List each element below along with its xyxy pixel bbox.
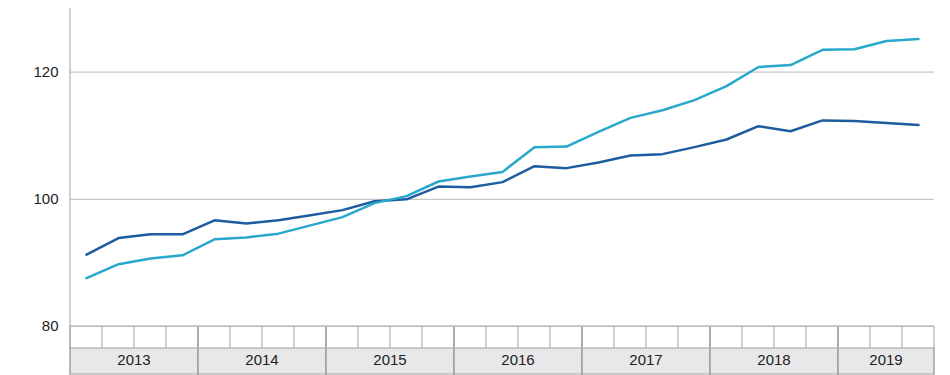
svg-text:2014: 2014 xyxy=(245,351,278,368)
svg-text:120: 120 xyxy=(33,63,58,80)
svg-text:80: 80 xyxy=(42,317,59,334)
svg-text:2016: 2016 xyxy=(501,351,534,368)
svg-text:2015: 2015 xyxy=(373,351,406,368)
svg-text:2018: 2018 xyxy=(757,351,790,368)
svg-text:2019: 2019 xyxy=(869,351,902,368)
svg-text:100: 100 xyxy=(33,190,58,207)
svg-text:2017: 2017 xyxy=(629,351,662,368)
svg-text:2013: 2013 xyxy=(117,351,150,368)
